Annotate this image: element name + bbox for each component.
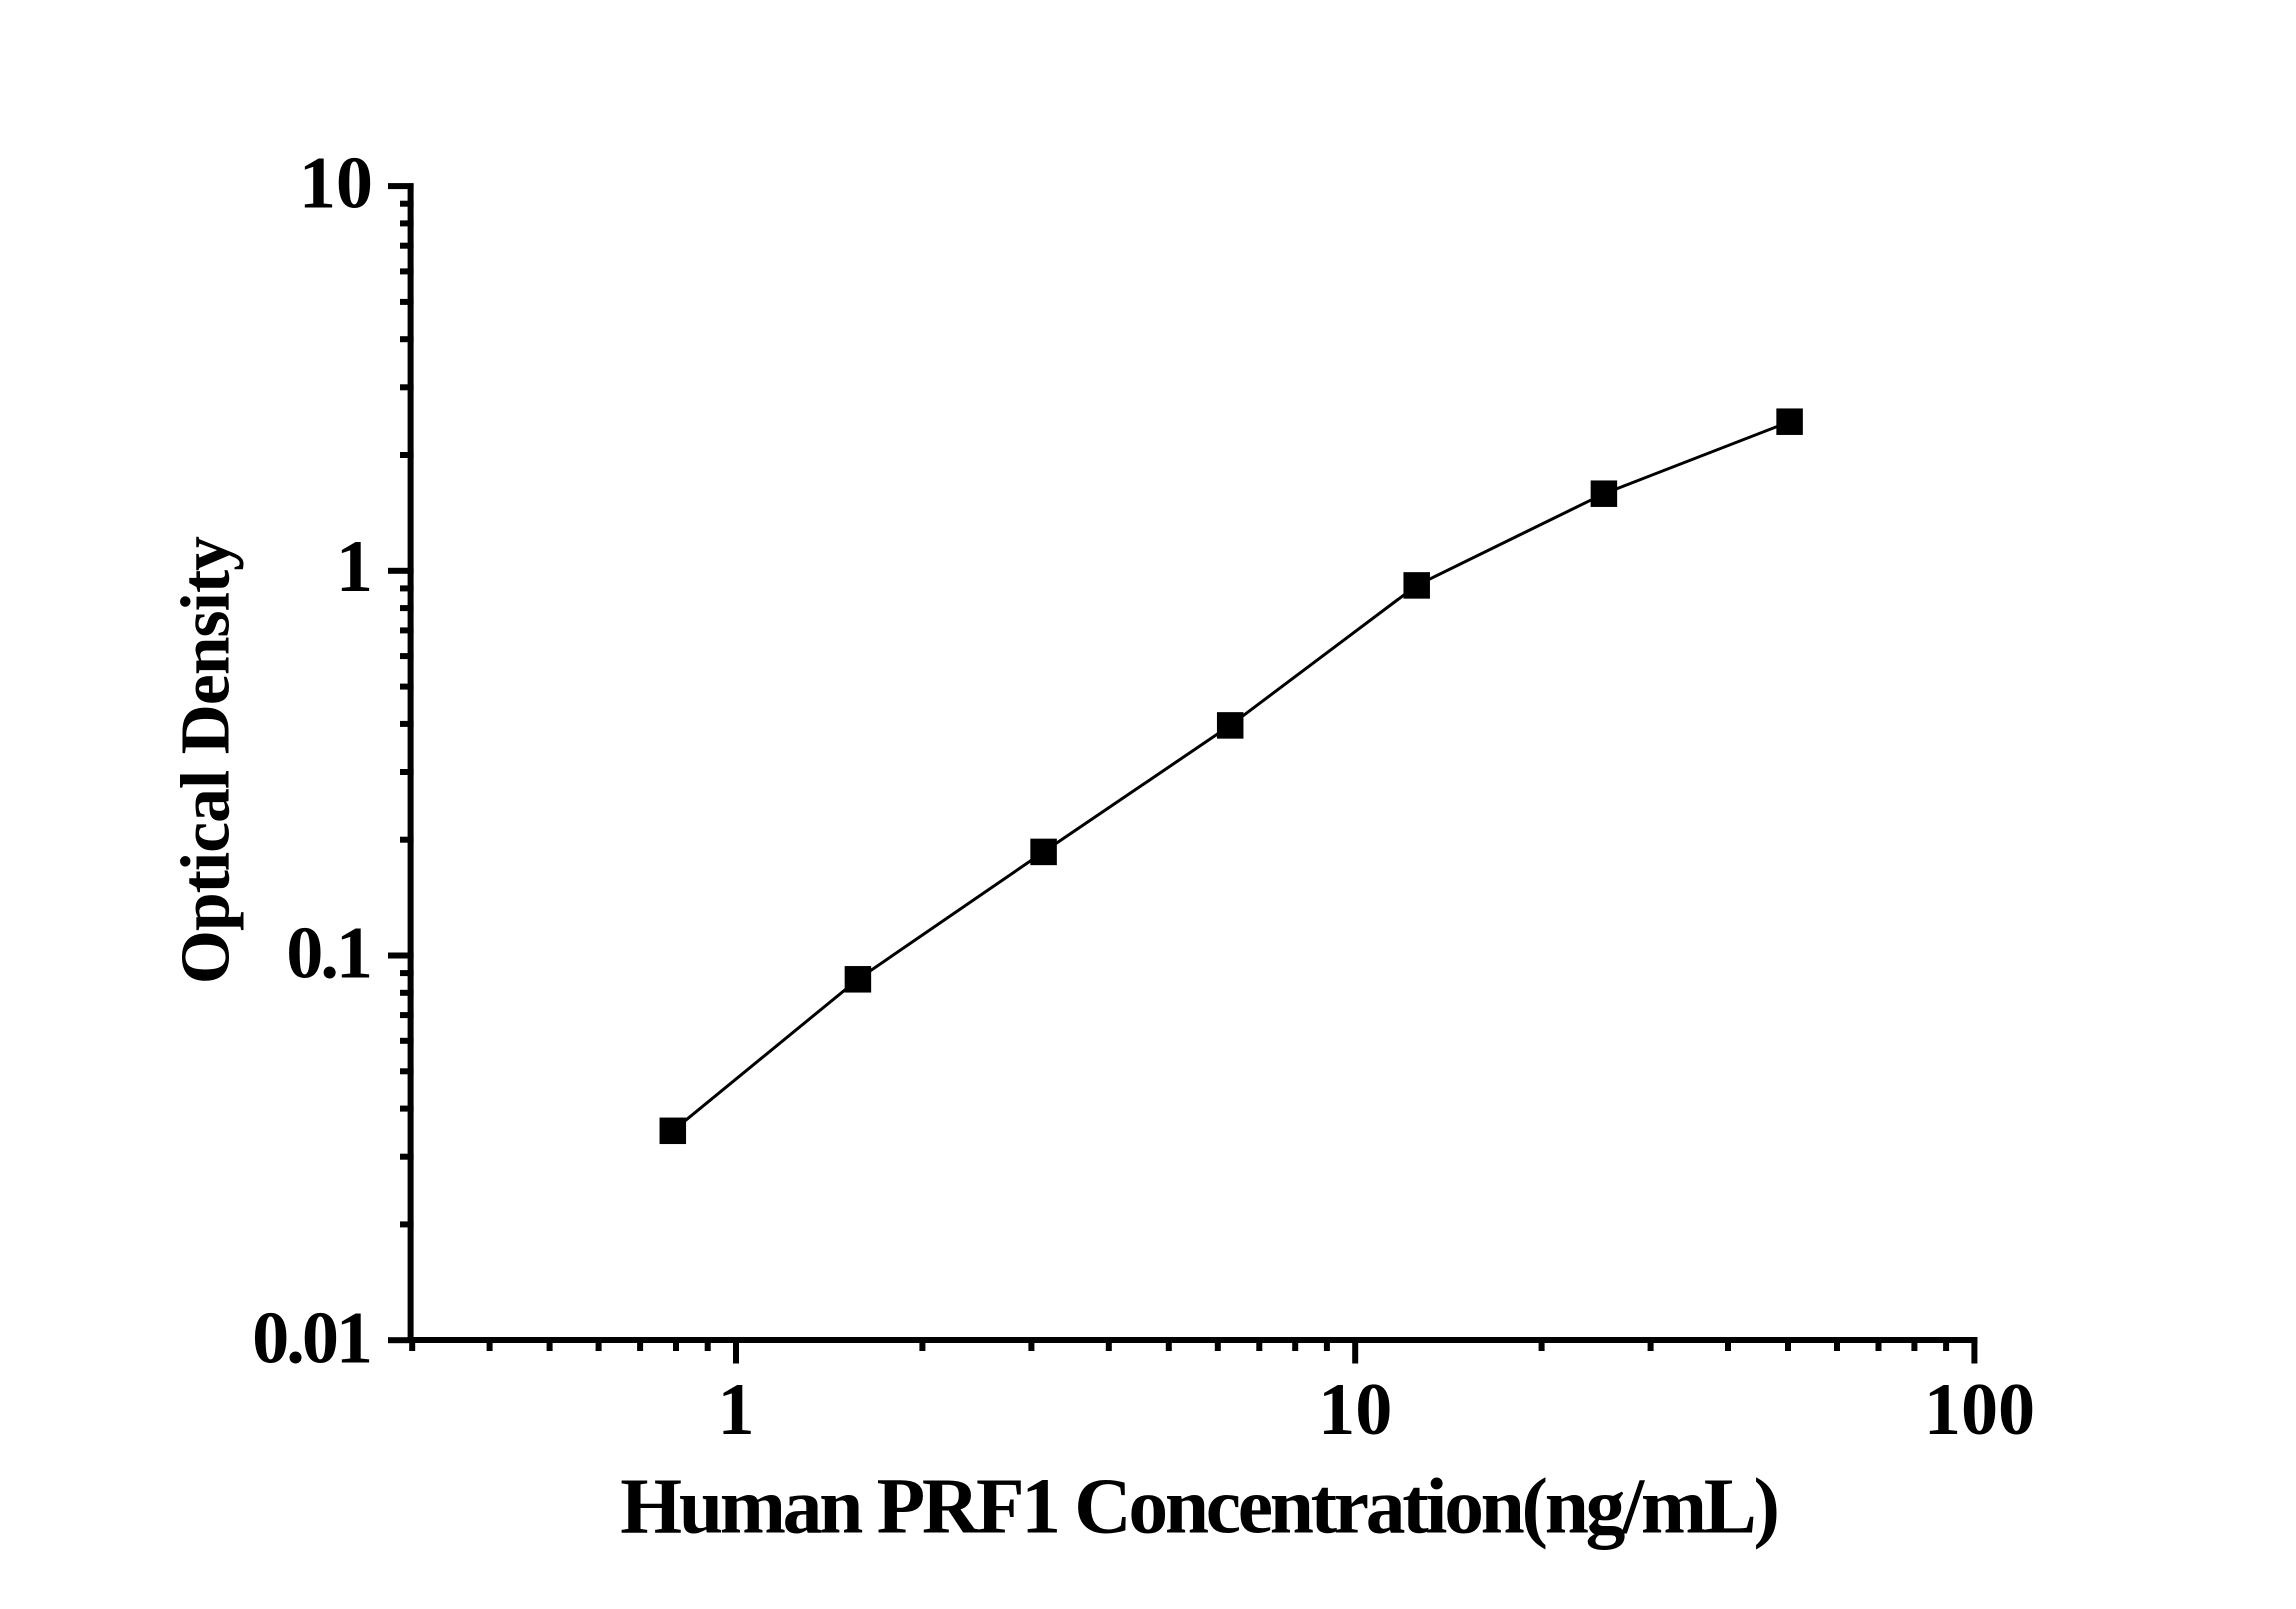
svg-text:0.1: 0.1: [286, 913, 370, 995]
svg-text:Optical Density: Optical Density: [168, 536, 245, 984]
svg-text:10: 10: [299, 143, 373, 225]
svg-text:Human PRF1 Concentration(ng/mL: Human PRF1 Concentration(ng/mL): [620, 1463, 1776, 1551]
svg-text:10: 10: [1318, 1369, 1392, 1451]
svg-text:1: 1: [336, 526, 373, 608]
svg-text:0.01: 0.01: [252, 1298, 370, 1380]
svg-text:1: 1: [717, 1369, 754, 1451]
svg-text:100: 100: [1924, 1369, 2035, 1451]
